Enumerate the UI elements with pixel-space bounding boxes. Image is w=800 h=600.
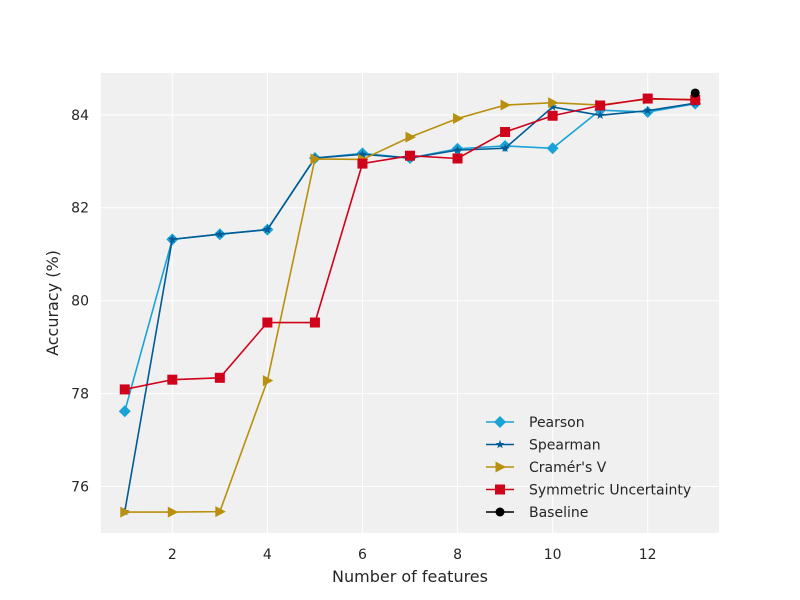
spearman-point: [215, 229, 225, 238]
spearman-point: [548, 102, 557, 111]
symmetric-uncertainty-point: [357, 158, 368, 169]
x-tick-label: 4: [263, 547, 272, 563]
pearson-point: [118, 405, 131, 418]
tick-labels: 2 4 6 8 10 12 76 78 80 82 84: [71, 108, 656, 563]
cram-r-s-v-point: [548, 97, 559, 109]
series-symmetric-uncertainty: [119, 93, 701, 395]
x-tick-label: 8: [453, 547, 462, 563]
cram-r-s-v-point: [453, 113, 464, 125]
symmetric-uncertainty-point: [547, 110, 558, 121]
symmetric-uncertainty-point: [309, 317, 320, 328]
symmetric-uncertainty-point: [690, 94, 701, 105]
spearman-point: [595, 110, 605, 119]
series-layer: [118, 88, 702, 518]
pearson-point: [546, 142, 559, 155]
legend-item-pearson[interactable]: Pearson: [486, 415, 585, 431]
spearman-point: [643, 106, 653, 115]
symmetric-uncertainty-point: [642, 93, 653, 104]
x-tick-label: 10: [544, 547, 562, 563]
spearman-point: [263, 224, 272, 234]
legend[interactable]: Pearson Spearman Cramér's V Symmetric Uncer…: [486, 415, 691, 521]
legend-marker: [495, 507, 505, 517]
symmetric-uncertainty-point: [262, 317, 273, 328]
cram-r-s-v-point: [310, 153, 321, 165]
spearman-point: [453, 145, 462, 154]
baseline-point: [690, 88, 700, 98]
legend-label: Pearson: [529, 415, 585, 431]
cram-r-s-v-point: [215, 506, 226, 518]
y-tick-label: 82: [71, 201, 89, 217]
legend-item-symmetric-uncertainty[interactable]: Symmetric Uncertainty: [486, 483, 691, 499]
cram-r-s-v-point: [500, 99, 512, 111]
x-tick-label: 2: [168, 547, 177, 563]
legend-label: Spearman: [529, 438, 601, 454]
x-tick-label: 6: [358, 547, 367, 563]
y-tick-label: 84: [71, 108, 89, 124]
symmetric-uncertainty-point: [500, 127, 511, 138]
y-tick-label: 78: [71, 387, 89, 403]
cram-r-s-v-point: [405, 131, 416, 143]
symmetric-uncertainty-point: [214, 372, 225, 383]
legend-marker: [495, 439, 505, 449]
series-baseline: [690, 88, 700, 98]
legend-item-spearman[interactable]: Spearman: [486, 438, 601, 454]
legend-label: Baseline: [529, 505, 588, 521]
spearman-point: [167, 234, 177, 244]
legend-label: Symmetric Uncertainty: [529, 483, 691, 499]
legend-item-baseline[interactable]: Baseline: [486, 505, 588, 521]
y-axis-title: Accuracy (%): [43, 250, 62, 356]
symmetric-uncertainty-point: [452, 153, 463, 164]
legend-item-cram-r-s-v[interactable]: Cramér's V: [486, 460, 607, 476]
legend-marker: [494, 416, 506, 428]
symmetric-uncertainty-point: [595, 100, 606, 111]
spearman-point: [358, 149, 367, 159]
symmetric-uncertainty-point: [405, 150, 415, 161]
cram-r-s-v-point: [167, 506, 179, 518]
cram-r-s-v-point: [120, 506, 131, 518]
symmetric-uncertainty-point: [119, 384, 130, 395]
symmetric-uncertainty-point: [167, 374, 178, 385]
y-tick-label: 76: [71, 480, 89, 496]
x-axis-title: Number of features: [332, 567, 488, 586]
plot-background: [101, 73, 719, 533]
spearman-point: [500, 143, 510, 152]
cram-r-s-v-point: [262, 375, 274, 387]
legend-label: Cramér's V: [529, 460, 607, 476]
x-tick-label: 12: [639, 547, 657, 563]
legend-marker: [495, 484, 505, 495]
y-tick-label: 80: [71, 294, 89, 310]
legend-marker: [495, 461, 506, 473]
